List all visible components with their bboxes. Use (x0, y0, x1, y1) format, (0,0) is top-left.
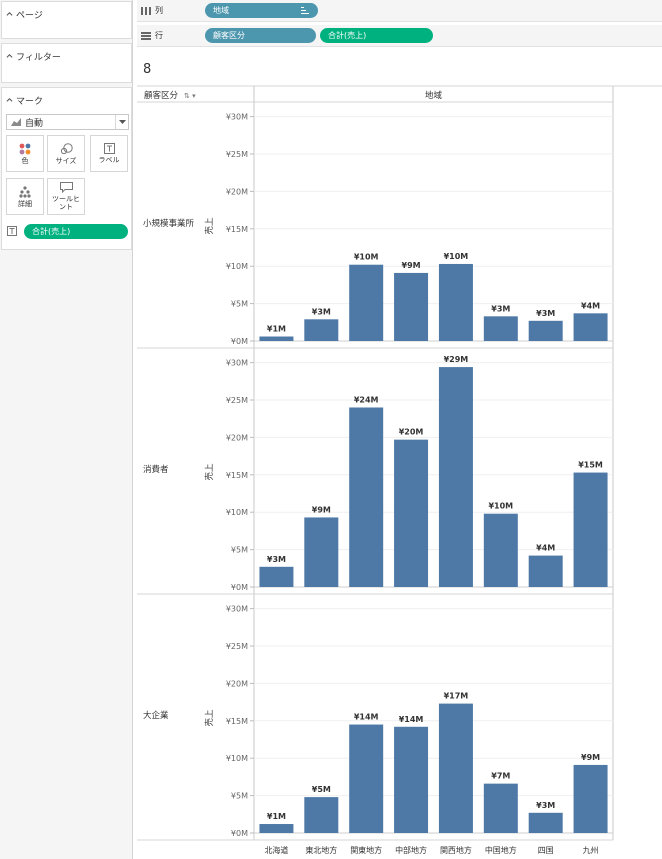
collapse-caret-icon[interactable] (6, 53, 13, 60)
collapse-caret-icon[interactable] (6, 97, 13, 104)
sort-icon (301, 7, 309, 14)
collapse-caret-icon[interactable] (6, 11, 13, 18)
pages-title: ページ (16, 11, 43, 21)
rows-pill-segment-text: 顧客区分 (213, 31, 245, 40)
marks-title: マーク (16, 97, 44, 107)
columns-pill-region[interactable]: 地域 (205, 3, 318, 18)
size-button-label: サイズ (55, 156, 77, 165)
rows-shelf[interactable]: 行 顧客区分 合計(売上) (137, 25, 662, 47)
label-pill[interactable]: 合計(売上) (24, 224, 128, 239)
color-icon (19, 143, 31, 154)
rows-label: 行 (155, 31, 163, 40)
mark-type-value: 自動 (25, 118, 44, 129)
columns-shelf[interactable]: 列 地域 (137, 0, 662, 22)
filters-card[interactable]: フィルター (1, 43, 132, 83)
sheet-title: 8 (143, 62, 152, 77)
size-icon (60, 142, 73, 154)
label-text-icon (7, 226, 17, 236)
color-button-label: 色 (21, 156, 29, 165)
detail-icon (19, 185, 31, 198)
label-icon (103, 143, 115, 154)
rows-pill-sales-text: 合計(売上) (328, 31, 367, 40)
pages-card[interactable]: ページ (1, 1, 132, 39)
rows-pill-segment[interactable]: 顧客区分 (205, 28, 316, 43)
left-panel: ページ フィルター マーク 自動 色 (0, 0, 133, 859)
detail-button-label: 詳細 (18, 199, 32, 208)
size-button[interactable]: サイズ (47, 135, 85, 172)
columns-icon (141, 6, 151, 15)
columns-pill-text: 地域 (213, 6, 229, 15)
columns-shelf-label: 列 (141, 5, 163, 16)
label-pill-text: 合計(売上) (32, 227, 71, 236)
tooltip-button-label: ツールヒント (52, 195, 80, 211)
label-button[interactable]: ラベル (90, 135, 128, 172)
view-area (137, 51, 662, 859)
tooltip-button[interactable]: ツールヒント (47, 178, 85, 215)
marks-card: マーク 自動 色 サイズ ラベル (1, 87, 132, 250)
tooltip-icon (59, 182, 73, 193)
mark-type-select[interactable]: 自動 (6, 114, 129, 130)
detail-button[interactable]: 詳細 (6, 178, 44, 215)
rows-shelf-label: 行 (141, 30, 163, 41)
rows-icon (141, 31, 151, 40)
chevron-down-icon[interactable] (115, 115, 128, 129)
color-button[interactable]: 色 (6, 135, 44, 172)
filters-title: フィルター (16, 53, 61, 63)
auto-mark-icon (11, 118, 21, 126)
marks-card-title[interactable]: マーク (6, 94, 43, 107)
filters-card-title[interactable]: フィルター (6, 50, 61, 63)
pages-card-title[interactable]: ページ (6, 8, 43, 21)
label-button-label: ラベル (98, 156, 120, 164)
rows-pill-sales[interactable]: 合計(売上) (320, 28, 433, 43)
columns-label: 列 (155, 6, 163, 15)
